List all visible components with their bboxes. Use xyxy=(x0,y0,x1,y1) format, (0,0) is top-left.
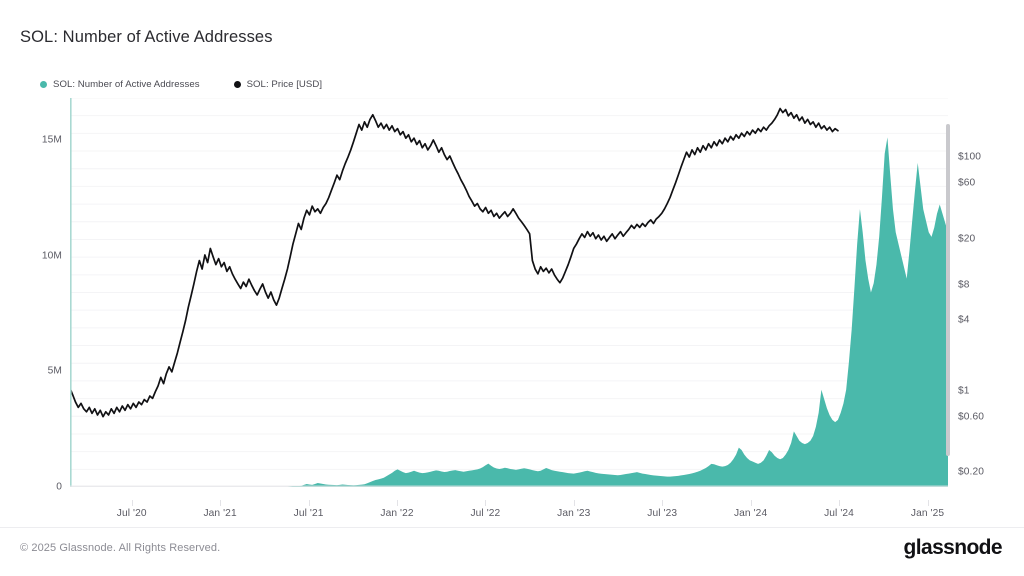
x-axis-tick-mark xyxy=(220,500,222,506)
x-axis-tick-mark xyxy=(131,500,133,506)
chart-canvas xyxy=(70,98,948,487)
x-axis-tick: Jan '23 xyxy=(557,508,591,519)
x-axis: Jul '20 Jan '21 Jul '21 Jan '22 Jul '22 Jan '… xyxy=(70,500,948,522)
y-axis-right: $0.20 $0.60 $1 $4 $8 $20 $60 $100 xyxy=(958,98,1024,487)
x-axis-tick-mark xyxy=(485,500,487,506)
legend-label: SOL: Number of Active Addresses xyxy=(53,79,200,90)
x-axis-tick: Jan '24 xyxy=(733,508,768,519)
legend-dot-icon xyxy=(40,81,47,88)
legend-item-price[interactable]: SOL: Price [USD] xyxy=(233,79,323,90)
y-axis-left-tick: 10M xyxy=(41,250,62,261)
x-axis-tick: Jan '22 xyxy=(380,508,414,519)
legend-item-active-addresses[interactable]: SOL: Number of Active Addresses xyxy=(40,79,200,90)
y-axis-right-tick: $0.20 xyxy=(958,466,984,478)
copyright-text: © 2025 Glassnode. All Rights Reserved. xyxy=(20,542,221,554)
x-axis-tick: Jul '20 xyxy=(116,508,147,519)
legend-dot-icon xyxy=(233,81,241,88)
chart-legend: SOL: Number of Active Addresses SOL: Pri… xyxy=(40,79,322,90)
x-axis-tick-mark xyxy=(927,500,929,506)
y-axis-left-tick: 15M xyxy=(41,134,62,146)
y-axis-right-tick: $8 xyxy=(958,279,970,291)
footer-divider xyxy=(0,527,1024,528)
x-axis-tick-mark xyxy=(573,500,575,506)
x-axis-tick: Jan '21 xyxy=(203,508,237,519)
price-line xyxy=(70,107,839,418)
active-addresses-area xyxy=(70,137,948,487)
x-axis-tick: Jul '22 xyxy=(470,508,501,519)
legend-label: SOL: Price [USD] xyxy=(246,79,323,90)
plot-right-edge-handle[interactable] xyxy=(946,124,950,456)
x-axis-tick: Jul '23 xyxy=(647,508,678,519)
plot-area[interactable] xyxy=(70,98,948,487)
y-axis-right-tick: $0.60 xyxy=(958,411,984,423)
page-title: SOL: Number of Active Addresses xyxy=(20,28,273,46)
x-axis-tick-mark xyxy=(839,500,840,506)
y-axis-right-tick: $100 xyxy=(958,151,982,163)
x-axis-tick-mark xyxy=(750,500,752,506)
x-axis-tick: Jan '25 xyxy=(910,508,945,519)
y-axis-right-tick: $20 xyxy=(958,233,976,245)
y-axis-left-tick: 0 xyxy=(56,481,62,493)
brand-logo: glassnode xyxy=(903,536,1003,559)
gridlines xyxy=(70,98,948,487)
y-axis-left: 0 5M 10M 15M xyxy=(0,98,62,492)
x-axis-tick-mark xyxy=(308,500,310,506)
x-axis-tick: Jul '24 xyxy=(824,508,854,519)
y-axis-left-tick: 5M xyxy=(47,365,62,377)
x-axis-tick-mark xyxy=(397,500,398,506)
x-axis-tick-mark xyxy=(662,500,664,506)
y-axis-right-tick: $4 xyxy=(958,314,970,326)
y-axis-right-tick: $60 xyxy=(958,177,976,189)
y-axis-right-tick: $1 xyxy=(958,385,970,397)
x-axis-tick: Jul '21 xyxy=(293,508,324,519)
